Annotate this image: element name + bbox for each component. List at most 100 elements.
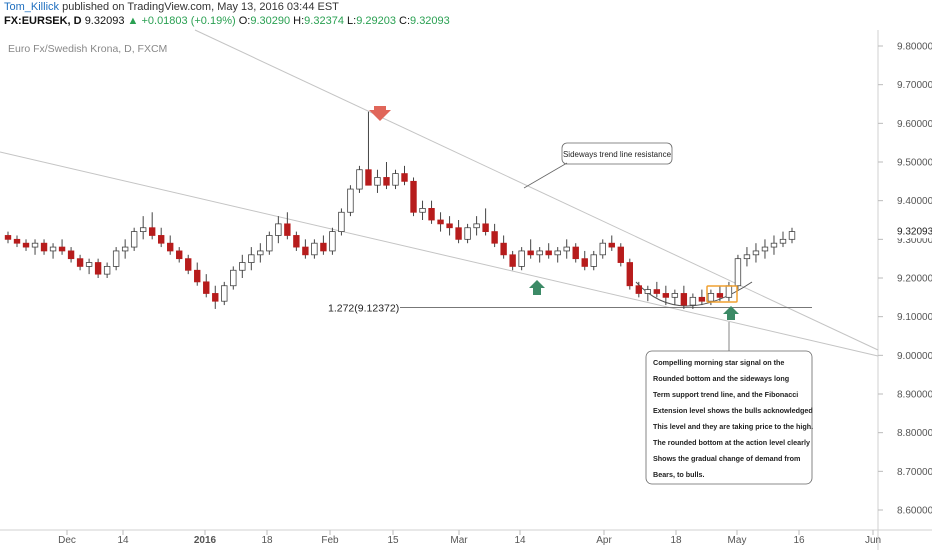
- candle-up: [257, 250, 264, 256]
- candle-down: [635, 285, 642, 294]
- candle-up: [518, 250, 525, 267]
- candle-up: [419, 208, 426, 213]
- y-tick-label: 9.30000: [897, 235, 932, 246]
- analysis-callout-line: Extension level shows the bulls acknowle…: [653, 406, 813, 415]
- candle-down: [608, 242, 615, 248]
- price-change: +0.01803 (+0.19%): [141, 15, 236, 27]
- candle-up: [734, 258, 742, 287]
- resistance-callout-text: Sideways trend line resistance: [563, 150, 672, 159]
- y-tick-label: 9.60000: [897, 119, 932, 130]
- y-tick-label: 9.70000: [897, 80, 932, 91]
- candle-up: [536, 250, 543, 256]
- chart-header: Tom_Killick published on TradingView.com…: [0, 0, 932, 30]
- x-tick-label: Feb: [321, 535, 339, 546]
- candle-down: [626, 262, 633, 287]
- candle-down: [383, 177, 390, 186]
- candle-down: [22, 242, 30, 248]
- resistance-callout-box: [561, 142, 673, 165]
- analysis-callout-line: Bears, to bulls.: [653, 470, 705, 479]
- morning-star-highlight-box: [706, 285, 738, 303]
- candle-up: [329, 231, 336, 252]
- open-value: 9.30290: [250, 15, 291, 27]
- x-tick-label: 14: [117, 535, 129, 546]
- candle-up: [130, 231, 138, 248]
- x-tick-label: 18: [261, 535, 273, 546]
- candle-up: [221, 285, 228, 302]
- candle-down: [67, 250, 75, 260]
- support-trend-line: [0, 151, 879, 357]
- x-tick-label: Dec: [58, 535, 76, 546]
- candle-down: [203, 281, 210, 294]
- y-tick-label: 9.00000: [897, 351, 932, 362]
- y-tick-label: 8.90000: [897, 390, 932, 401]
- price-axis: 9.80000 9.70000 9.60000 9.50000 9.40000 9.300…: [878, 42, 932, 517]
- candle-up: [239, 262, 246, 271]
- candle-up: [563, 246, 570, 252]
- close-label: C:: [399, 15, 411, 27]
- candle-up: [464, 227, 471, 240]
- candle-down: [455, 227, 462, 240]
- analysis-callout-box: [645, 350, 813, 485]
- high-label: H:: [293, 15, 305, 27]
- analysis-callout-line: Compelling morning star signal on the: [653, 358, 784, 367]
- candle-up: [752, 250, 760, 256]
- last-price: 9.32093: [84, 15, 125, 27]
- candle-up: [356, 169, 363, 190]
- analysis-callout-line: Shows the gradual change of demand from: [653, 454, 800, 463]
- candle-down: [284, 223, 291, 236]
- low-label: L:: [347, 15, 357, 27]
- candle-up: [671, 293, 679, 298]
- up-triangle-icon: ▲: [127, 15, 139, 27]
- candle-down: [13, 238, 21, 244]
- candle-down: [148, 227, 156, 236]
- candle-up: [590, 254, 597, 267]
- candle-up: [275, 223, 282, 236]
- candle-up: [779, 238, 787, 244]
- candle-down: [428, 208, 435, 221]
- y-tick-label: 8.60000: [897, 506, 932, 517]
- x-tick-label: Mar: [450, 535, 468, 546]
- analysis-callout-line: The rounded bottom at the action level c…: [653, 438, 810, 447]
- x-tick-label: 15: [387, 535, 399, 546]
- candle-down: [94, 262, 102, 275]
- chart-title: Euro Fx/Swedish Krona, D, FXCM: [8, 43, 167, 55]
- candle-up: [347, 188, 354, 213]
- candle-up: [599, 242, 606, 256]
- y-tick-label: 8.80000: [897, 428, 932, 439]
- candle-up: [743, 254, 751, 260]
- candle-up: [266, 235, 273, 252]
- x-tick-label: Jun: [865, 535, 881, 546]
- y-tick-label: 9.10000: [897, 312, 932, 323]
- candle-down: [40, 242, 48, 252]
- candle-up: [554, 250, 561, 256]
- y-tick-label: 9.80000: [897, 42, 932, 53]
- y-tick-label: 9.50000: [897, 158, 932, 169]
- x-tick-label: 14: [514, 535, 526, 546]
- last-price-label: 9.32093: [897, 227, 932, 238]
- quote-line: FX:EURSEK, D 9.32093 ▲ +0.01803 (+0.19%)…: [4, 15, 450, 27]
- candle-down: [320, 242, 327, 252]
- candle-down: [482, 223, 489, 233]
- last-price-tag: [879, 224, 932, 239]
- candle-up: [374, 177, 381, 186]
- candle-up: [248, 254, 255, 263]
- arrow-up-icon: [723, 306, 739, 320]
- candle-up: [338, 211, 345, 233]
- time-axis: Dec 14 2016 18 Feb 15 Mar 14 Apr 18 May 16 Jun: [58, 530, 881, 546]
- candle-down: [212, 293, 219, 302]
- published-text: published on TradingView.com, May 13, 20…: [62, 1, 339, 13]
- author-link[interactable]: Tom_Killick: [4, 1, 60, 13]
- y-tick-label: 9.20000: [897, 274, 932, 285]
- candle-down: [716, 293, 724, 298]
- low-value: 9.29203: [356, 15, 396, 27]
- candle-up: [788, 231, 796, 240]
- candle-down: [437, 219, 444, 225]
- candle-down: [176, 250, 183, 260]
- candle-up: [112, 250, 120, 267]
- symbol-label: FX:EURSEK, D: [4, 15, 82, 27]
- candle-up: [311, 242, 318, 256]
- candle-down: [194, 269, 201, 283]
- candle-down: [527, 250, 534, 256]
- fibonacci-level-label: 1.272(9.12372): [328, 302, 399, 314]
